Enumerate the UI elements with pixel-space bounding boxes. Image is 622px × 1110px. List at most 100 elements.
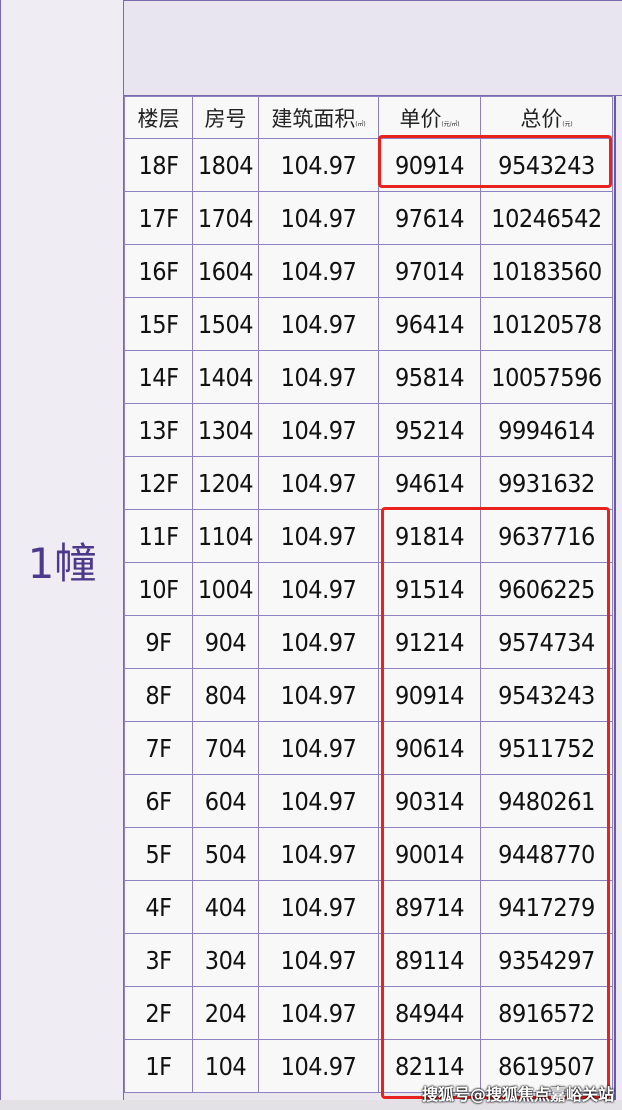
table-cell: 604 — [192, 774, 259, 828]
table-cell: 9994614 — [480, 403, 613, 457]
table-cell: 12F — [124, 456, 193, 510]
table-cell: 90914 — [378, 668, 481, 722]
table-cell: 84944 — [378, 986, 481, 1040]
table-cell: 90614 — [378, 721, 481, 775]
watermark: 搜狐号@搜狐焦点嘉峪关站 — [422, 1085, 615, 1104]
table-cell: 10F — [124, 562, 193, 616]
table-cell: 1104 — [192, 509, 259, 563]
table-row: 6F 604 104.97 90314 9480261 — [124, 774, 613, 828]
table-cell: 104.97 — [258, 774, 379, 828]
table-cell: 104.97 — [258, 827, 379, 881]
header-unit: (元/㎡) — [441, 120, 460, 128]
header-label: 建筑面积 — [271, 106, 356, 131]
table-row: 7F 704 104.97 90614 9511752 — [124, 721, 613, 775]
table-cell: 14F — [124, 350, 193, 404]
building-label: 1幢 — [27, 539, 97, 588]
table-row: 5F 504 104.97 90014 9448770 — [124, 827, 613, 881]
table-cell: 9931632 — [480, 456, 613, 510]
table-row: 9F 904 104.97 91214 9574734 — [124, 615, 613, 669]
table-cell: 9511752 — [480, 721, 613, 775]
table-cell: 304 — [192, 933, 259, 987]
table-cell: 104.97 — [258, 403, 379, 457]
table-cell: 5F — [124, 827, 193, 881]
table-cell: 17F — [124, 191, 193, 245]
table-cell: 104.97 — [258, 668, 379, 722]
table-cell: 16F — [124, 244, 193, 298]
header-unit: (元) — [562, 120, 573, 128]
table-cell: 8F — [124, 668, 193, 722]
table-cell: 104.97 — [258, 721, 379, 775]
price-table: 楼层 房号 建筑面积(㎡) 单价(元/㎡) 总价(元) 18F 1804 104.97 909… — [124, 96, 613, 1093]
table-cell: 2F — [124, 986, 193, 1040]
table-row: 10F 1004 104.97 91514 9606225 — [124, 562, 613, 616]
table-row: 12F 1204 104.97 94614 9931632 — [124, 456, 613, 510]
table-cell: 1604 — [192, 244, 259, 298]
table-cell: 104.97 — [258, 191, 379, 245]
table-cell: 10057596 — [480, 350, 613, 404]
table-cell: 94614 — [378, 456, 481, 510]
column-header: 单价(元/㎡) — [378, 96, 481, 139]
table-cell: 6F — [124, 774, 193, 828]
header-label: 单价 — [399, 106, 442, 131]
table-cell: 10246542 — [480, 191, 613, 245]
table-cell: 95214 — [378, 403, 481, 457]
column-header: 建筑面积(㎡) — [258, 96, 379, 139]
table-cell: 97614 — [378, 191, 481, 245]
header-banner — [124, 0, 622, 96]
table-cell: 904 — [192, 615, 259, 669]
table-cell: 1704 — [192, 191, 259, 245]
table-cell: 89114 — [378, 933, 481, 987]
table-cell: 1404 — [192, 350, 259, 404]
table-cell: 9543243 — [480, 138, 613, 192]
table-cell: 204 — [192, 986, 259, 1040]
table-cell: 9574734 — [480, 615, 613, 669]
table-cell: 404 — [192, 880, 259, 934]
table-row: 18F 1804 104.97 90914 9543243 — [124, 138, 613, 192]
table-row: 1F 104 104.97 82114 8619507 — [124, 1039, 613, 1093]
table-cell: 104.97 — [258, 350, 379, 404]
table-cell: 104.97 — [258, 986, 379, 1040]
table-cell: 1F — [124, 1039, 193, 1093]
building-column — [0, 0, 124, 1100]
table-cell: 104.97 — [258, 456, 379, 510]
table-cell: 10120578 — [480, 297, 613, 351]
table-cell: 9354297 — [480, 933, 613, 987]
table-cell: 9480261 — [480, 774, 613, 828]
table-cell: 90914 — [378, 138, 481, 192]
highlight-box-top — [378, 135, 612, 188]
table-cell: 9606225 — [480, 562, 613, 616]
table-cell: 104.97 — [258, 509, 379, 563]
table-cell: 9448770 — [480, 827, 613, 881]
table-cell: 9637716 — [480, 509, 613, 563]
table-cell: 11F — [124, 509, 193, 563]
bottom-strip — [0, 1100, 622, 1110]
table-cell: 1504 — [192, 297, 259, 351]
table-cell: 95814 — [378, 350, 481, 404]
table-cell: 90014 — [378, 827, 481, 881]
table-cell: 8619507 — [480, 1039, 613, 1093]
table-cell: 89714 — [378, 880, 481, 934]
table-cell: 97014 — [378, 244, 481, 298]
header-label: 房号 — [204, 106, 247, 131]
header-label: 总价 — [520, 106, 563, 131]
column-header: 房号 — [192, 96, 259, 139]
table-cell: 104.97 — [258, 562, 379, 616]
table-row: 4F 404 104.97 89714 9417279 — [124, 880, 613, 934]
table-cell: 704 — [192, 721, 259, 775]
table-row: 2F 204 104.97 84944 8916572 — [124, 986, 613, 1040]
table-row: 17F 1704 104.97 97614 10246542 — [124, 191, 613, 245]
header-row: 楼层 房号 建筑面积(㎡) 单价(元/㎡) 总价(元) — [124, 96, 613, 139]
column-header: 楼层 — [124, 96, 193, 139]
table-cell: 90314 — [378, 774, 481, 828]
table-cell: 10183560 — [480, 244, 613, 298]
table-row: 14F 1404 104.97 95814 10057596 — [124, 350, 613, 404]
table-cell: 91514 — [378, 562, 481, 616]
table-cell: 104.97 — [258, 933, 379, 987]
table-cell: 91214 — [378, 615, 481, 669]
table-cell: 96414 — [378, 297, 481, 351]
table-cell: 104.97 — [258, 297, 379, 351]
table-cell: 9F — [124, 615, 193, 669]
header-unit: (㎡) — [355, 120, 366, 128]
table-cell: 804 — [192, 668, 259, 722]
table-cell: 9417279 — [480, 880, 613, 934]
